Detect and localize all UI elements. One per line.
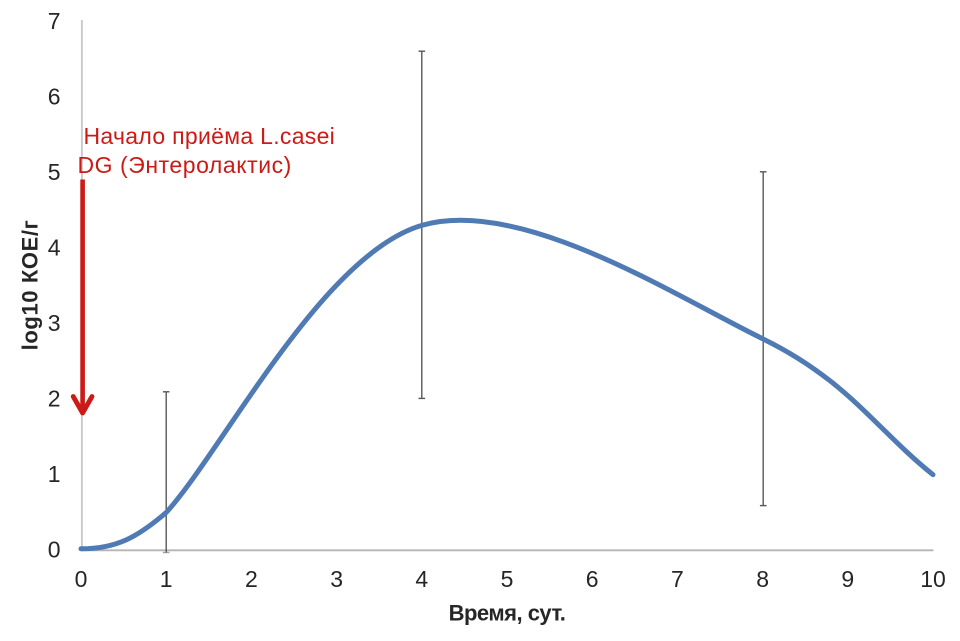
svg-text:4: 4: [48, 235, 61, 261]
svg-text:8: 8: [756, 566, 769, 592]
svg-text:5: 5: [501, 566, 514, 592]
svg-text:DG (Энтеролактис): DG (Энтеролактис): [78, 152, 292, 178]
svg-text:6: 6: [48, 83, 61, 109]
svg-text:4: 4: [415, 566, 428, 592]
svg-text:5: 5: [48, 159, 61, 185]
svg-text:Время, сут.: Время, сут.: [449, 601, 566, 626]
svg-text:6: 6: [586, 566, 599, 592]
svg-text:3: 3: [330, 566, 343, 592]
svg-text:10: 10: [920, 566, 946, 592]
svg-text:2: 2: [48, 386, 61, 412]
svg-text:7: 7: [671, 566, 684, 592]
svg-text:log10 КОЕ/г: log10 КОЕ/г: [17, 220, 42, 351]
svg-text:0: 0: [75, 566, 88, 592]
svg-text:3: 3: [48, 310, 61, 336]
svg-text:0: 0: [48, 537, 61, 563]
svg-text:7: 7: [48, 8, 61, 34]
svg-text:1: 1: [48, 461, 61, 487]
svg-text:Начало приёма L.casei: Начало приёма L.casei: [84, 123, 336, 149]
svg-text:9: 9: [841, 566, 854, 592]
svg-text:2: 2: [245, 566, 258, 592]
svg-text:1: 1: [160, 566, 173, 592]
